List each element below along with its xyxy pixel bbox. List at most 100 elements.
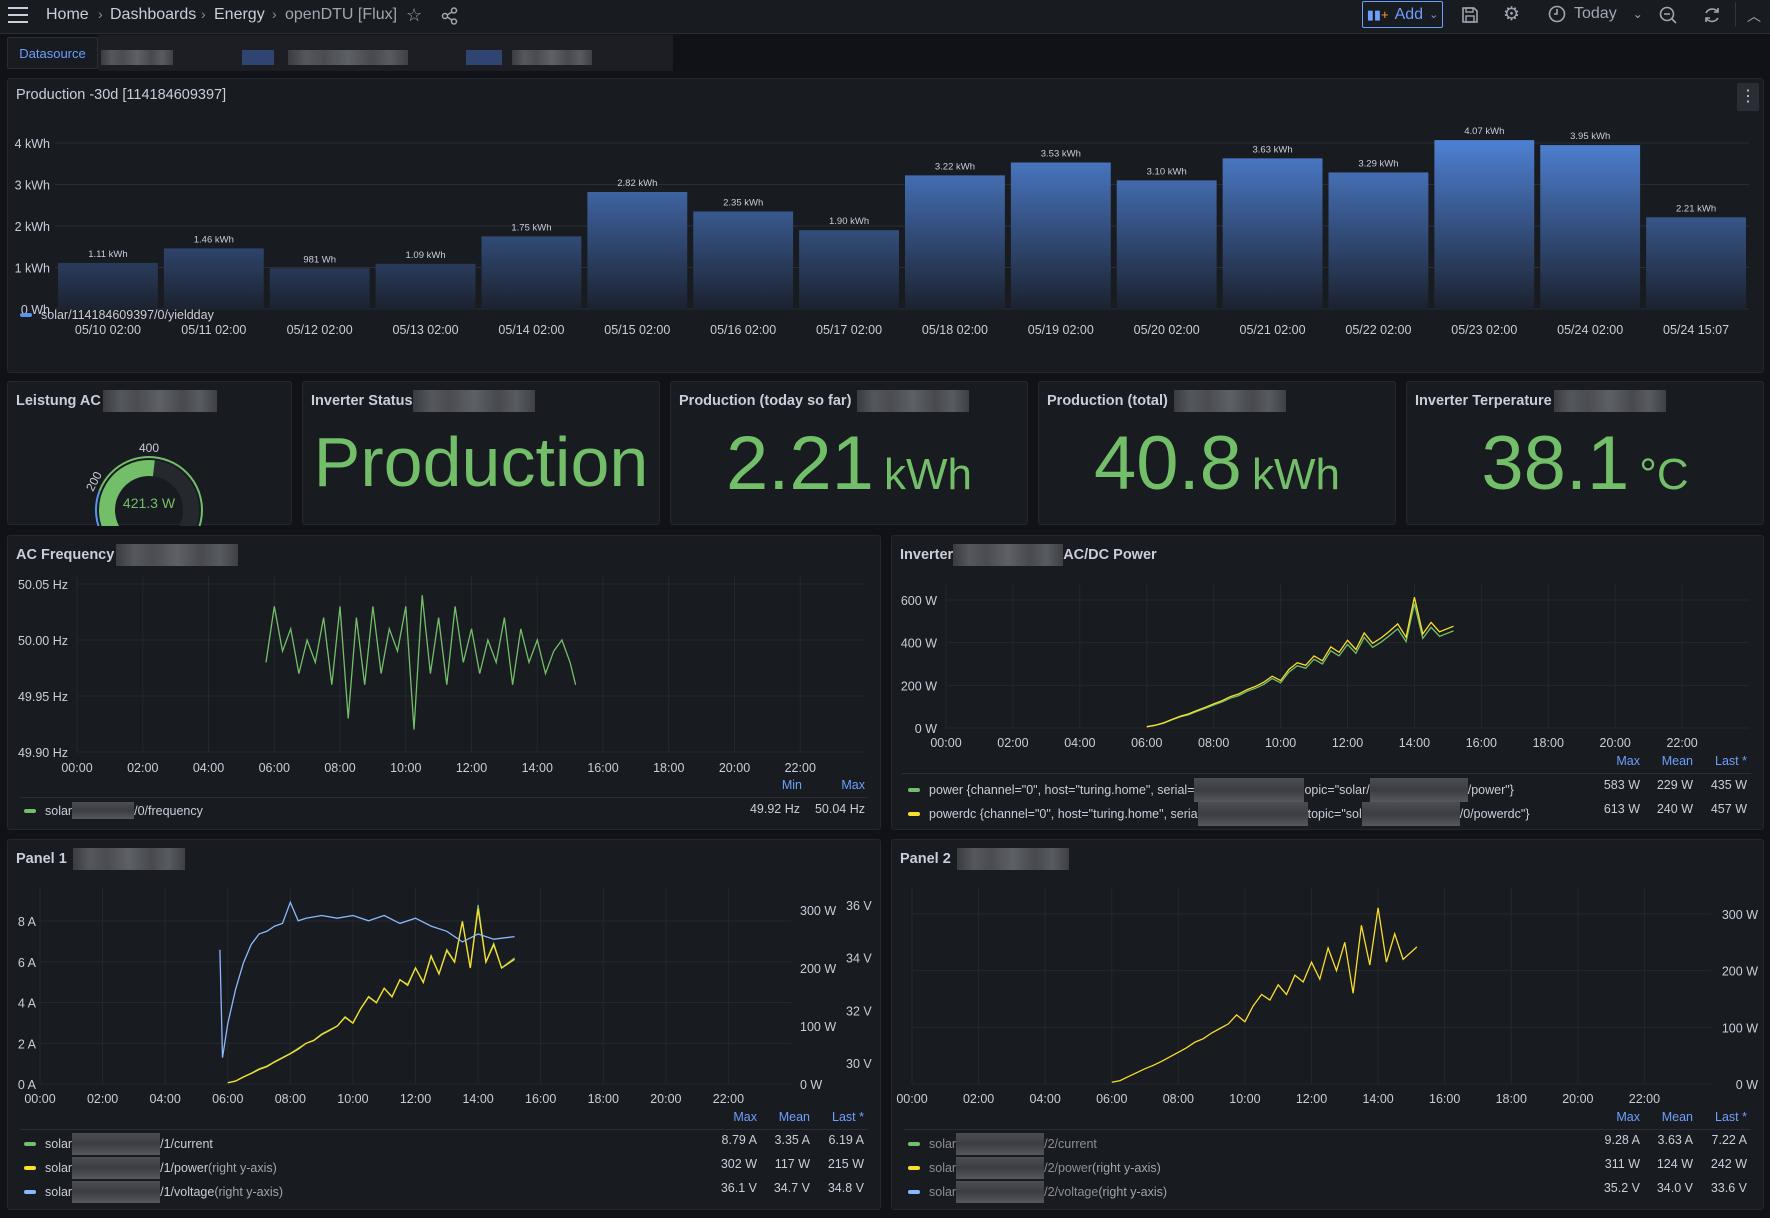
share-icon[interactable]: [441, 7, 459, 25]
x-tick-label: 00:00: [896, 1092, 927, 1106]
legend-item[interactable]: solar/2/voltage (right y-axis): [908, 1181, 1167, 1203]
legend-header[interactable]: Last *: [832, 1110, 864, 1124]
menu-icon[interactable]: [8, 7, 28, 23]
legend-middle: opic="solar/: [1304, 783, 1370, 797]
panel-menu-icon[interactable]: ⋮: [1737, 83, 1759, 111]
legend-item[interactable]: solar/0/frequency: [24, 802, 203, 819]
bar[interactable]: [269, 268, 370, 309]
bar-value-label: 1.90 kWh: [829, 216, 869, 227]
panel-title: Leistung AC: [16, 390, 217, 412]
x-tick-label: 22:00: [713, 1092, 744, 1106]
breadcrumb-home[interactable]: Home: [46, 6, 89, 23]
y-tick-label: 0 A: [18, 1078, 37, 1092]
redacted: [953, 544, 1064, 566]
x-tick-label: 00:00: [930, 736, 961, 750]
y-right-tick-label: 100 W: [1722, 1021, 1758, 1035]
legend-header-mean[interactable]: Mean: [1661, 754, 1693, 768]
production-total-panel: Production (total) 40.8 kWh: [1038, 381, 1396, 525]
legend-item[interactable]: solar/1/current: [24, 1133, 213, 1155]
y-voltage-tick-label: 34 V: [846, 952, 872, 966]
bar[interactable]: [1010, 162, 1111, 309]
legend-header[interactable]: Last *: [1715, 1110, 1747, 1124]
x-tick-label: 16:00: [1429, 1092, 1460, 1106]
redacted: [72, 1181, 161, 1203]
value: 2.21: [726, 421, 874, 506]
legend-header[interactable]: Mean: [778, 1110, 810, 1124]
save-icon[interactable]: [1461, 6, 1479, 24]
bar[interactable]: [163, 248, 264, 309]
legend-suffix: /1/voltage: [160, 1185, 215, 1199]
bar[interactable]: [58, 262, 158, 309]
y-tick-label: 1 kWh: [15, 262, 50, 276]
gear-icon[interactable]: ⚙: [1503, 4, 1521, 25]
time-range-label: Today: [1574, 5, 1617, 22]
legend-item[interactable]: solar/1/voltage (right y-axis): [24, 1181, 283, 1203]
legend-suffix: /0/powerdc"}: [1459, 807, 1530, 821]
x-tick-label: 05/18 02:00: [922, 323, 988, 337]
legend-item[interactable]: power {channel="0", host="turing.home", …: [908, 778, 1514, 802]
unit: kWh: [1251, 450, 1340, 499]
legend-item[interactable]: solar/114184609397/0/yieldday: [20, 308, 214, 322]
bar[interactable]: [905, 175, 1005, 309]
star-icon[interactable]: ☆: [406, 5, 423, 25]
y-right-tick-label: 0 W: [1736, 1078, 1758, 1092]
legend-header-max[interactable]: Max: [1616, 754, 1640, 768]
bar[interactable]: [1222, 158, 1323, 309]
redacted: [857, 390, 970, 412]
redacted: [1369, 778, 1468, 802]
x-tick-label: 22:00: [785, 761, 816, 775]
bar[interactable]: [1646, 217, 1746, 309]
bar-value-label: 3.63 kWh: [1252, 144, 1292, 155]
legend-item[interactable]: powerdc {channel="0", host="turing.home"…: [908, 802, 1530, 826]
bar[interactable]: [375, 263, 476, 309]
legend-header-min[interactable]: Min: [781, 778, 802, 792]
production-30d-panel: Production -30d [114184609397] ⋮ 0 Wh 1 k…: [7, 78, 1764, 373]
legend-item[interactable]: solar/2/power (right y-axis): [908, 1157, 1161, 1179]
bar-value-label: 1.11 kWh: [88, 249, 127, 260]
zoom-out-icon[interactable]: [1659, 6, 1678, 25]
legend-stat: 435 W: [1710, 778, 1747, 792]
variable-selectors-redacted[interactable]: [98, 35, 673, 71]
ac-frequency-panel: AC Frequency 49.90 Hz 49.95 Hz 50.00 Hz 50.…: [7, 535, 881, 830]
bar[interactable]: [587, 191, 688, 309]
x-tick-label: 16:00: [587, 761, 618, 775]
panel-title: Inverter Terperature: [1415, 390, 1666, 412]
legend-stat: 240 W: [1656, 802, 1693, 816]
legend-item[interactable]: solar/1/power (right y-axis): [24, 1157, 277, 1179]
add-button[interactable]: ▮▮+ Add ⌄: [1362, 1, 1443, 28]
bar[interactable]: [481, 236, 582, 309]
bar[interactable]: [693, 211, 794, 309]
y-voltage-tick-label: 36 V: [846, 899, 872, 913]
y-tick-label: 200 W: [901, 679, 937, 693]
collapse-icon[interactable]: ︿: [1747, 8, 1761, 24]
bar[interactable]: [1116, 180, 1217, 309]
bar[interactable]: [799, 230, 899, 309]
x-tick-label: 02:00: [87, 1092, 118, 1106]
breadcrumb-dashboards[interactable]: Dashboards: [110, 6, 197, 23]
panel-title: Production (today so far): [679, 390, 970, 412]
x-tick-label: 10:00: [390, 761, 421, 775]
legend-header[interactable]: Max: [733, 1110, 757, 1124]
legend-item[interactable]: solar/2/current: [908, 1133, 1097, 1155]
legend-prefix: solar: [45, 1185, 73, 1199]
panel-2-chart: 0 W 100 W 200 W 300 W 00:00 02:00 04:00 06:00 08…: [896, 888, 1758, 1106]
breadcrumb-energy[interactable]: Energy: [214, 6, 265, 23]
panel-2: Panel 2 0 W 100 W 200 W 300 W 00:00 02:00 04:0…: [891, 839, 1764, 1210]
refresh-icon[interactable]: [1703, 6, 1722, 25]
legend-header-max[interactable]: Max: [841, 778, 865, 792]
bar[interactable]: [1328, 172, 1429, 309]
panel-title: Inverter Status: [311, 390, 535, 412]
x-tick-label: 14:00: [1399, 736, 1430, 750]
y-right-tick-label: 100 W: [800, 1020, 836, 1034]
legend-header-last[interactable]: Last *: [1715, 754, 1747, 768]
x-tick-label: 22:00: [1666, 736, 1697, 750]
legend-header[interactable]: Max: [1616, 1110, 1640, 1124]
panel-1: Panel 1 0 A 2 A 4 A 6 A 8 A 0 W 100 W 200 W 300 …: [7, 839, 881, 1210]
legend-prefix: powerdc {channel="0", host="turing.home"…: [929, 807, 1198, 821]
bar[interactable]: [1540, 145, 1641, 309]
legend-prefix: solar: [929, 1161, 957, 1175]
time-picker[interactable]: Today ⌄: [1548, 5, 1643, 23]
bar[interactable]: [1434, 140, 1535, 309]
legend-header[interactable]: Mean: [1661, 1110, 1693, 1124]
legend-prefix: solar: [45, 1161, 73, 1175]
